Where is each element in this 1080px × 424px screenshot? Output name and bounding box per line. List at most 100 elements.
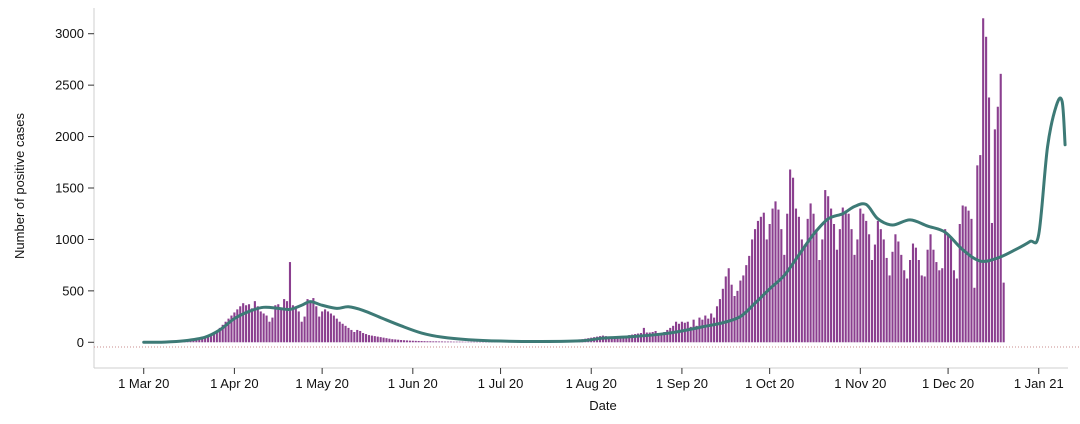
daily-cases-bar bbox=[394, 339, 397, 343]
daily-cases-bar bbox=[993, 129, 996, 343]
x-axis-title: Date bbox=[589, 398, 616, 413]
daily-cases-bar bbox=[853, 254, 856, 343]
daily-cases-bar bbox=[607, 336, 610, 343]
x-tick-label: 1 Oct 20 bbox=[745, 376, 794, 391]
daily-cases-bar bbox=[870, 260, 874, 343]
daily-cases-bar bbox=[654, 330, 657, 343]
daily-cases-bar bbox=[695, 325, 698, 343]
daily-cases-bar bbox=[651, 332, 654, 343]
x-tick-label: 1 Jan 21 bbox=[1014, 376, 1064, 391]
daily-cases-bar bbox=[426, 341, 429, 343]
daily-cases-bar bbox=[862, 213, 865, 343]
daily-cases-bar bbox=[686, 321, 689, 343]
daily-cases-bar bbox=[967, 210, 970, 343]
daily-cases-bar bbox=[362, 333, 365, 343]
daily-cases-bar bbox=[268, 321, 271, 343]
daily-cases-bar bbox=[648, 332, 651, 343]
daily-cases-bar bbox=[803, 244, 806, 343]
daily-cases-bar bbox=[812, 213, 815, 343]
daily-cases-bar bbox=[458, 341, 461, 343]
daily-cases-bar bbox=[704, 315, 707, 343]
daily-cases-bar bbox=[692, 319, 695, 343]
daily-cases-bar bbox=[388, 338, 391, 343]
daily-cases-bar bbox=[932, 249, 935, 343]
daily-cases-bar bbox=[941, 268, 944, 343]
daily-cases-bar bbox=[800, 239, 803, 343]
daily-cases-bar bbox=[865, 220, 868, 343]
daily-cases-bar bbox=[669, 327, 672, 343]
daily-cases-bar bbox=[455, 341, 458, 343]
daily-cases-bar bbox=[748, 255, 751, 343]
daily-cases-bar bbox=[914, 247, 917, 343]
daily-cases-bar bbox=[730, 284, 733, 343]
daily-cases-bar bbox=[432, 341, 435, 343]
daily-cases-bar bbox=[721, 288, 724, 343]
daily-cases-bar bbox=[435, 341, 438, 343]
daily-cases-bar bbox=[710, 313, 713, 343]
daily-cases-bar bbox=[242, 303, 245, 343]
daily-cases-bar bbox=[215, 330, 218, 343]
daily-cases-bar bbox=[631, 334, 634, 343]
daily-cases-bar bbox=[329, 313, 332, 343]
daily-cases-bar bbox=[911, 243, 915, 343]
daily-cases-bar bbox=[856, 239, 859, 343]
daily-cases-bar bbox=[385, 338, 388, 343]
x-tick-label: 1 Jun 20 bbox=[388, 376, 438, 391]
daily-cases-bar bbox=[367, 335, 370, 343]
daily-cases-bar bbox=[949, 236, 953, 343]
daily-cases-bar bbox=[815, 229, 818, 343]
daily-cases-bar bbox=[792, 177, 795, 343]
daily-cases-bar bbox=[265, 315, 268, 343]
y-axis-ticks: 0 500 1000 1500 2000 2500 3000 bbox=[55, 26, 94, 350]
daily-cases-bar bbox=[376, 336, 379, 343]
daily-cases-bar bbox=[613, 337, 616, 343]
daily-cases-bar bbox=[402, 340, 406, 343]
daily-cases-bar bbox=[207, 337, 210, 343]
daily-cases-bar bbox=[947, 234, 950, 343]
daily-cases-bar bbox=[449, 341, 452, 343]
x-tick-label: 1 Jul 20 bbox=[478, 376, 524, 391]
daily-cases-bar bbox=[218, 327, 221, 343]
daily-cases-bar bbox=[821, 239, 824, 343]
y-tick-label: 1000 bbox=[55, 232, 84, 247]
daily-cases-bar bbox=[198, 338, 201, 343]
daily-cases-bar bbox=[610, 337, 613, 343]
daily-cases-bar bbox=[639, 333, 643, 343]
daily-cases-bar bbox=[277, 304, 280, 343]
daily-cases-bar bbox=[806, 218, 809, 343]
y-tick-label: 0 bbox=[77, 335, 84, 350]
daily-cases-bar bbox=[297, 311, 300, 343]
y-tick-label: 2500 bbox=[55, 78, 84, 93]
daily-cases-bar bbox=[338, 321, 341, 343]
daily-cases-bar bbox=[900, 254, 903, 343]
trend-line-series bbox=[142, 96, 1067, 344]
daily-cases-bar bbox=[239, 306, 242, 343]
daily-cases-bar bbox=[847, 213, 850, 343]
daily-cases-bar bbox=[876, 220, 879, 343]
daily-cases-bar bbox=[347, 327, 350, 343]
daily-cases-bar bbox=[894, 234, 897, 343]
daily-cases-bar bbox=[677, 323, 681, 343]
daily-cases-bar bbox=[797, 216, 800, 343]
x-tick-label: 1 Mar 20 bbox=[118, 376, 169, 391]
daily-cases-bar bbox=[467, 341, 470, 343]
daily-cases-bar bbox=[923, 276, 926, 343]
daily-cases-bar bbox=[917, 260, 920, 343]
daily-cases-bar bbox=[364, 334, 368, 343]
daily-cases-bar bbox=[885, 257, 888, 343]
daily-cases-bar bbox=[212, 334, 215, 343]
daily-cases-bar bbox=[350, 329, 353, 343]
daily-cases-bar bbox=[303, 316, 306, 343]
daily-cases-bar bbox=[666, 329, 669, 343]
daily-cases-bar bbox=[713, 317, 716, 343]
daily-cases-bar bbox=[464, 341, 467, 343]
daily-cases-bar bbox=[321, 311, 324, 343]
daily-cases-bar bbox=[727, 268, 730, 343]
daily-cases-bar bbox=[944, 229, 947, 343]
moving-average-line bbox=[142, 96, 1067, 344]
daily-cases-bar bbox=[344, 325, 347, 343]
daily-cases-bar bbox=[382, 337, 385, 343]
daily-cases-bar bbox=[920, 275, 923, 343]
daily-cases-bar bbox=[789, 169, 792, 343]
daily-cases-bar bbox=[332, 315, 335, 343]
